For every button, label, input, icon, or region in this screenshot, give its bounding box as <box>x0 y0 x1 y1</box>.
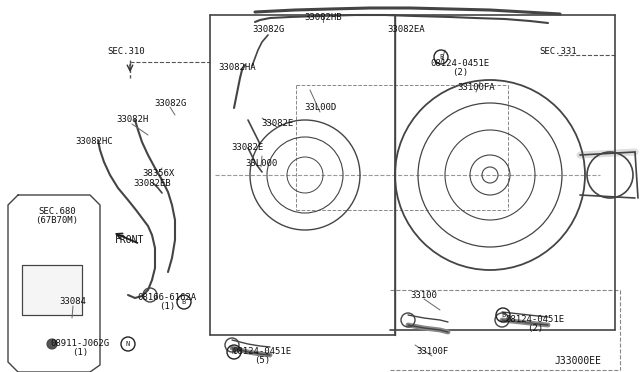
Text: (2): (2) <box>527 324 543 334</box>
Text: 38356X: 38356X <box>142 169 174 177</box>
Text: 33082HC: 33082HC <box>75 138 113 147</box>
Text: 33L000: 33L000 <box>245 158 277 167</box>
Text: 33082HA: 33082HA <box>218 64 256 73</box>
Circle shape <box>47 339 57 349</box>
Text: SEC.331: SEC.331 <box>539 48 577 57</box>
Text: J33000EE: J33000EE <box>554 356 602 366</box>
Text: N: N <box>232 349 236 355</box>
Text: 08911-J062G: 08911-J062G <box>51 340 109 349</box>
Bar <box>22 265 82 315</box>
Text: (1): (1) <box>72 349 88 357</box>
Text: B: B <box>501 312 505 318</box>
Text: 33L00D: 33L00D <box>304 103 336 112</box>
Text: N: N <box>126 341 130 347</box>
Text: 33082E: 33082E <box>231 144 263 153</box>
Text: 33084: 33084 <box>60 298 86 307</box>
Text: FRONT: FRONT <box>115 235 145 245</box>
Text: 33100FA: 33100FA <box>457 83 495 93</box>
Text: 33082HB: 33082HB <box>304 13 342 22</box>
Text: (1): (1) <box>159 302 175 311</box>
Text: (67B70M): (67B70M) <box>35 217 79 225</box>
Text: 08124-0451E: 08124-0451E <box>232 347 292 356</box>
Text: 08166-6162A: 08166-6162A <box>138 294 196 302</box>
Text: SEC.680: SEC.680 <box>38 208 76 217</box>
Text: (5): (5) <box>254 356 270 366</box>
Text: 08124-0451E: 08124-0451E <box>431 58 490 67</box>
Text: 33100: 33100 <box>411 291 437 299</box>
Text: SEC.310: SEC.310 <box>107 48 145 57</box>
Text: 33082EB: 33082EB <box>133 179 171 187</box>
Text: (2): (2) <box>452 67 468 77</box>
Text: B: B <box>439 54 443 60</box>
Text: 33082G: 33082G <box>252 26 284 35</box>
Text: 33082EA: 33082EA <box>387 26 425 35</box>
Text: 33082E: 33082E <box>261 119 293 128</box>
Text: 33100F: 33100F <box>416 347 448 356</box>
Text: 08124-0451E: 08124-0451E <box>506 315 564 324</box>
Text: 33082H: 33082H <box>116 115 148 125</box>
Text: B: B <box>182 299 186 305</box>
Text: 33082G: 33082G <box>154 99 186 108</box>
